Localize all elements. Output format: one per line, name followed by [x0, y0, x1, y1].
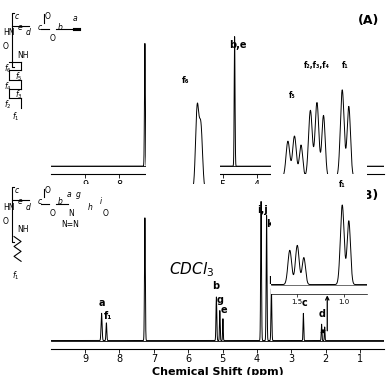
Text: f₂,f₃,f₄: f₂,f₃,f₄ [304, 61, 330, 70]
Text: b: b [212, 282, 219, 291]
Text: O: O [44, 186, 50, 195]
Text: (A): (A) [358, 14, 379, 27]
Text: CDCl$_3$: CDCl$_3$ [169, 261, 214, 279]
Text: i: i [99, 197, 101, 206]
Text: g: g [217, 295, 224, 305]
Text: b: b [57, 22, 62, 32]
Text: a: a [67, 190, 71, 200]
Text: k: k [266, 219, 272, 229]
Text: h: h [268, 276, 275, 286]
Text: c: c [37, 197, 42, 206]
Text: N=N: N=N [61, 220, 79, 229]
Text: O: O [2, 42, 8, 51]
Text: $f_1$: $f_1$ [12, 270, 19, 282]
Text: e: e [18, 197, 22, 206]
Text: c: c [301, 298, 307, 308]
Text: $f_1$: $f_1$ [12, 110, 19, 123]
Text: O: O [103, 209, 109, 218]
Text: $f_2$: $f_2$ [4, 99, 11, 111]
Text: HN: HN [4, 28, 15, 38]
Text: e: e [221, 304, 227, 315]
Text: f₆: f₆ [182, 76, 190, 85]
Text: $f_5$: $f_5$ [15, 70, 23, 83]
Text: HN: HN [4, 203, 15, 212]
Text: b,e: b,e [229, 40, 247, 50]
Text: O: O [2, 217, 8, 226]
Text: a: a [302, 68, 308, 78]
Text: i,j: i,j [257, 205, 268, 215]
Text: $f_4$: $f_4$ [4, 80, 11, 93]
Text: c: c [37, 22, 42, 32]
Text: g: g [76, 190, 81, 200]
Text: f₁: f₁ [339, 180, 346, 189]
Text: O: O [44, 12, 50, 21]
Text: (B): (B) [358, 189, 379, 202]
Text: O: O [49, 34, 55, 43]
Text: d: d [26, 28, 31, 38]
Text: b: b [57, 197, 62, 206]
Text: c: c [15, 12, 19, 21]
Text: f₁: f₁ [104, 312, 112, 321]
Text: d: d [26, 203, 31, 212]
Text: $f_6$: $f_6$ [4, 62, 11, 75]
Text: N: N [68, 209, 74, 218]
Text: a: a [98, 298, 105, 308]
Text: NH: NH [18, 51, 29, 60]
Text: h: h [88, 203, 93, 212]
Text: c: c [308, 95, 314, 105]
Text: $f_3$: $f_3$ [15, 88, 23, 101]
Text: d: d [319, 309, 326, 319]
Text: c: c [15, 186, 19, 195]
Text: O: O [49, 209, 55, 218]
Text: e: e [18, 22, 22, 32]
X-axis label: Chemical Shift (ppm): Chemical Shift (ppm) [152, 367, 283, 375]
Text: f₅: f₅ [289, 91, 296, 100]
Text: d: d [321, 123, 328, 134]
Text: CDCl$_3$: CDCl$_3$ [172, 79, 218, 98]
Text: NH: NH [18, 225, 29, 234]
Text: f₁: f₁ [342, 61, 348, 70]
Text: a: a [73, 14, 77, 23]
